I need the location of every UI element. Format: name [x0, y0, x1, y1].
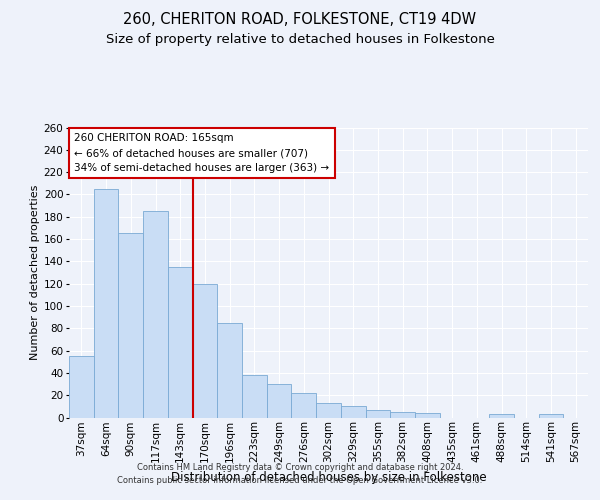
Y-axis label: Number of detached properties: Number of detached properties: [29, 185, 40, 360]
Bar: [341, 406, 365, 418]
Bar: [94, 189, 118, 418]
Bar: [242, 375, 267, 418]
Bar: [415, 413, 440, 418]
Bar: [489, 414, 514, 418]
Text: Contains HM Land Registry data © Crown copyright and database right 2024.: Contains HM Land Registry data © Crown c…: [137, 462, 463, 471]
Bar: [316, 403, 341, 417]
Text: 260, CHERITON ROAD, FOLKESTONE, CT19 4DW: 260, CHERITON ROAD, FOLKESTONE, CT19 4DW: [124, 12, 476, 28]
X-axis label: Distribution of detached houses by size in Folkestone: Distribution of detached houses by size …: [170, 470, 487, 484]
Bar: [365, 410, 390, 418]
Bar: [217, 322, 242, 418]
Bar: [193, 284, 217, 418]
Bar: [292, 393, 316, 417]
Text: Size of property relative to detached houses in Folkestone: Size of property relative to detached ho…: [106, 32, 494, 46]
Bar: [69, 356, 94, 418]
Bar: [118, 234, 143, 418]
Bar: [390, 412, 415, 418]
Bar: [143, 211, 168, 418]
Bar: [539, 414, 563, 418]
Text: Contains public sector information licensed under the Open Government Licence v3: Contains public sector information licen…: [118, 476, 482, 485]
Bar: [267, 384, 292, 418]
Text: 260 CHERITON ROAD: 165sqm
← 66% of detached houses are smaller (707)
34% of semi: 260 CHERITON ROAD: 165sqm ← 66% of detac…: [74, 134, 329, 173]
Bar: [168, 267, 193, 418]
